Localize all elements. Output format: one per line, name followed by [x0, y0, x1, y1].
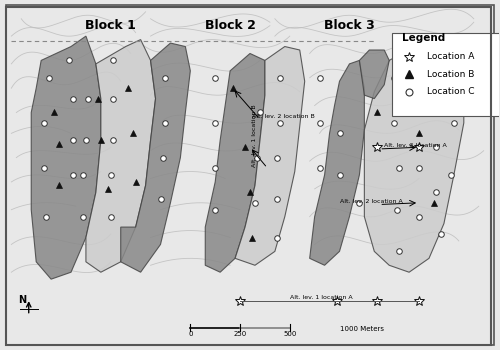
- Text: Alt. lev. 1 location A: Alt. lev. 1 location A: [290, 295, 352, 300]
- Polygon shape: [120, 43, 190, 272]
- Polygon shape: [360, 50, 389, 99]
- Polygon shape: [310, 61, 364, 265]
- Text: 1000 Meters: 1000 Meters: [340, 326, 384, 332]
- FancyBboxPatch shape: [392, 33, 500, 116]
- Polygon shape: [235, 47, 304, 265]
- Polygon shape: [86, 40, 156, 272]
- Text: Legend: Legend: [402, 33, 446, 43]
- Text: Location B: Location B: [426, 70, 474, 79]
- Polygon shape: [206, 54, 265, 272]
- Text: Block 2: Block 2: [204, 19, 256, 32]
- Polygon shape: [364, 43, 464, 272]
- FancyBboxPatch shape: [6, 5, 494, 345]
- Text: N: N: [18, 295, 26, 306]
- Text: Location C: Location C: [426, 87, 474, 96]
- Text: Alt. lev. 2 location B: Alt. lev. 2 location B: [252, 114, 315, 119]
- Text: Block 3: Block 3: [324, 19, 375, 32]
- Text: Alt. lev. 3 location A: Alt. lev. 3 location A: [384, 143, 447, 148]
- Text: 0: 0: [188, 331, 192, 337]
- Text: Alt. lev. 1 location B: Alt. lev. 1 location B: [252, 105, 258, 167]
- Text: Alt. lev. 2 location A: Alt. lev. 2 location A: [340, 199, 402, 204]
- Text: 500: 500: [283, 331, 296, 337]
- Text: Block 1: Block 1: [86, 19, 136, 32]
- Text: 250: 250: [234, 331, 246, 337]
- Text: Location A: Location A: [426, 52, 474, 62]
- Polygon shape: [31, 36, 101, 279]
